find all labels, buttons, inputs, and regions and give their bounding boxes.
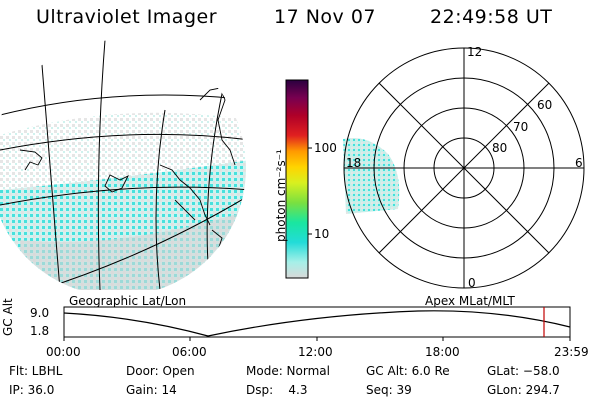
earth-disk: [0, 40, 246, 290]
instrument-title: Ultraviolet Imager: [36, 6, 218, 28]
seq-info: Seq: 39: [366, 383, 412, 397]
polar-plot: [343, 47, 585, 289]
x-tick-0600: 06:00: [172, 345, 207, 359]
lat-label-80: 80: [492, 141, 508, 155]
lat-label-70: 70: [513, 120, 529, 134]
dsp-info: Dsp: 4.3: [246, 383, 308, 397]
mode-info: Mode: Normal: [246, 364, 330, 378]
apex-label: Apex MLat/MLT: [425, 294, 515, 308]
glat-info: GLat: −58.0: [487, 364, 560, 378]
door-info: Door: Open: [126, 364, 195, 378]
time-label: 22:49:58 UT: [430, 6, 553, 28]
colorbar-unit-label: photon cm⁻²s⁻¹: [274, 149, 288, 242]
altitude-timeline: [63, 306, 571, 341]
mlt-label-6: 6: [575, 156, 583, 170]
geographic-label: Geographic Lat/Lon: [69, 294, 187, 308]
x-tick-2359: 23:59: [554, 345, 589, 359]
lat-label-60: 60: [537, 98, 553, 112]
x-tick-0000: 00:00: [46, 345, 81, 359]
gc-alt-axis-label: GC Alt: [1, 298, 15, 336]
colorbar-tick-10: 10: [314, 227, 330, 241]
geographic-map: [0, 40, 246, 290]
gc-alt-info: GC Alt: 6.0 Re: [366, 364, 450, 378]
x-tick-1800: 18:00: [425, 345, 460, 359]
colorbar-tick-100: 100: [314, 141, 337, 155]
mlt-label-0: 0: [468, 276, 476, 290]
colorbar: [285, 79, 312, 279]
glon-info: GLon: 294.7: [487, 383, 560, 397]
x-tick-1200: 12:00: [298, 345, 333, 359]
mlt-label-18: 18: [346, 156, 362, 170]
ip-info: IP: 36.0: [9, 383, 55, 397]
mlt-label-12: 12: [467, 45, 483, 59]
y-tick-1-8: 1.8: [30, 324, 50, 338]
filter-info: Flt: LBHL: [9, 364, 63, 378]
gain-info: Gain: 14: [126, 383, 177, 397]
y-tick-9: 9.0: [30, 306, 50, 320]
date-label: 17 Nov 07: [274, 6, 377, 28]
